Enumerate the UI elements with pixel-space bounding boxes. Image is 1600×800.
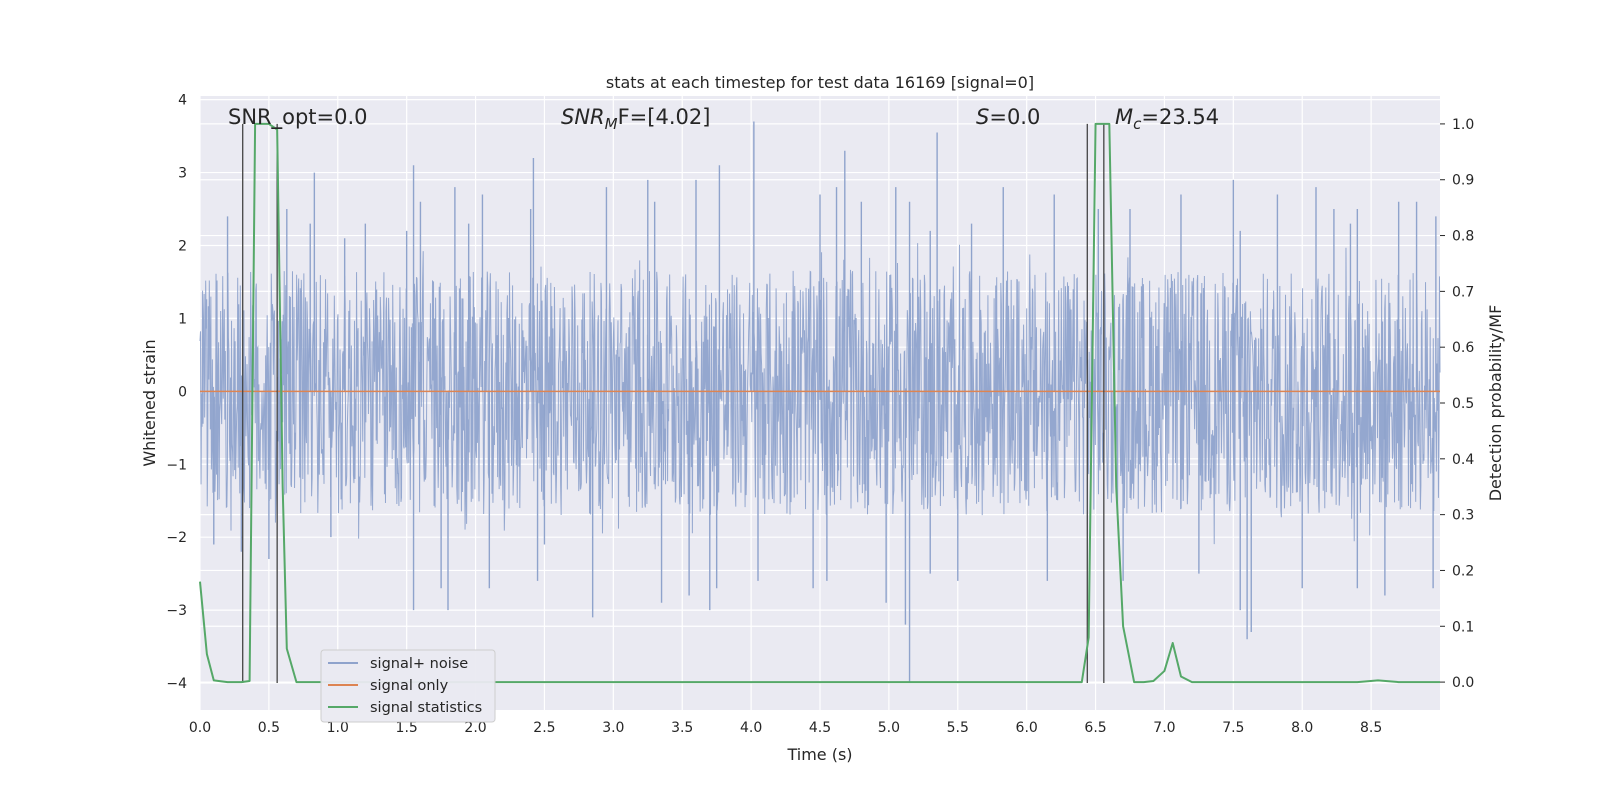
x-tick-label: 1.0	[327, 720, 349, 736]
annotation-mc-sub: c	[1133, 115, 1142, 133]
x-tick-label: 0.5	[258, 720, 280, 736]
left-y-axis-label: Whitened strain	[140, 339, 159, 466]
x-tick-label: 4.0	[740, 720, 762, 736]
right-y-tick-label: 1.0	[1452, 117, 1474, 133]
left-y-tick-label: −3	[166, 603, 187, 619]
x-tick-label: 4.5	[809, 720, 831, 736]
signal-noise-trace	[199, 243, 1441, 545]
annotation-snr-mf-main: SNR	[561, 105, 605, 129]
annotation-mc-tail: =23.54	[1141, 105, 1219, 129]
right-y-tick-label: 0.4	[1452, 452, 1474, 468]
legend-label-signal-statistics: signal statistics	[370, 700, 482, 716]
legend: signal+ noise signal only signal statist…	[320, 649, 496, 723]
annotation-mc: Mc=23.54	[1115, 105, 1219, 133]
left-y-tick-labels: −4 −3 −2 −1 0 1 2 3 4	[166, 93, 187, 692]
right-y-tick-label: 0.5	[1452, 396, 1474, 412]
right-y-tick-label: 0.9	[1452, 173, 1474, 189]
right-y-tick-label: 0.6	[1452, 340, 1474, 356]
annotation-s: S=0.0	[976, 105, 1040, 129]
annotation-mc-main: M	[1115, 105, 1133, 129]
right-y-tick-label: 0.2	[1452, 563, 1474, 579]
marker-lines	[242, 123, 1105, 684]
left-y-tick-label: 1	[178, 311, 187, 327]
x-tick-label: 0.0	[189, 720, 211, 736]
x-axis-label: Time (s)	[786, 745, 852, 764]
annotation-snr-mf: SNRMF=[4.02]	[561, 105, 710, 133]
annotation-snr-mf-tail: F=[4.02]	[618, 105, 711, 129]
x-tick-label: 1.5	[396, 720, 418, 736]
x-tick-label: 8.5	[1360, 720, 1382, 736]
annotation-snr-opt: SNR_opt=0.0	[228, 105, 368, 130]
x-tick-label: 5.0	[878, 720, 900, 736]
x-tick-label: 7.0	[1153, 720, 1175, 736]
x-tick-label: 2.5	[533, 720, 555, 736]
right-y-tick-label: 0.3	[1452, 508, 1474, 524]
left-y-tick-label: 0	[178, 384, 187, 400]
legend-label-signal-noise: signal+ noise	[370, 656, 468, 672]
x-tick-label: 2.0	[464, 720, 486, 736]
x-tick-label: 3.5	[671, 720, 693, 736]
signal-statistics-series	[199, 122, 1440, 684]
right-y-tick-label: 0.1	[1452, 619, 1474, 635]
right-y-tick-label: 0.8	[1452, 229, 1474, 245]
legend-label-signal-only: signal only	[370, 678, 449, 694]
left-y-tick-label: −1	[166, 457, 187, 473]
x-tick-label: 6.5	[1084, 720, 1106, 736]
x-tick-label: 3.0	[602, 720, 624, 736]
left-y-tick-label: 2	[178, 238, 187, 254]
x-tick-labels: 0.0 0.5 1.0 1.5 2.0 2.5 3.0 3.5 4.0 4.5 5.0 5.5 6.0 6…	[189, 720, 1382, 736]
annotation-s-tail: =0.0	[989, 105, 1040, 129]
signal-noise-series	[199, 121, 1441, 684]
right-y-tick-labels: 0.0 0.1 0.2 0.3 0.4 0.5 0.6 0.7 0.8 0.9 1.0	[1440, 117, 1474, 691]
x-tick-label: 5.5	[947, 720, 969, 736]
left-y-tick-label: 4	[178, 93, 187, 109]
left-y-tick-label: −2	[166, 530, 187, 546]
left-y-tick-label: 3	[178, 166, 187, 182]
x-tick-label: 6.0	[1016, 720, 1038, 736]
chart-title: stats at each timestep for test data 161…	[606, 73, 1034, 92]
x-tick-label: 8.0	[1291, 720, 1313, 736]
right-y-axis-label: Detection probability/MF	[1486, 305, 1505, 502]
left-y-tick-label: −4	[166, 676, 187, 692]
x-tick-label: 7.5	[1222, 720, 1244, 736]
right-y-tick-label: 0.7	[1452, 284, 1474, 300]
annotation-snr-mf-sub: M	[605, 115, 618, 133]
legend-box	[320, 649, 496, 723]
signal-statistics-line	[199, 122, 1440, 684]
annotation-s-main: S	[976, 105, 989, 129]
right-y-tick-label: 0.0	[1452, 675, 1474, 691]
